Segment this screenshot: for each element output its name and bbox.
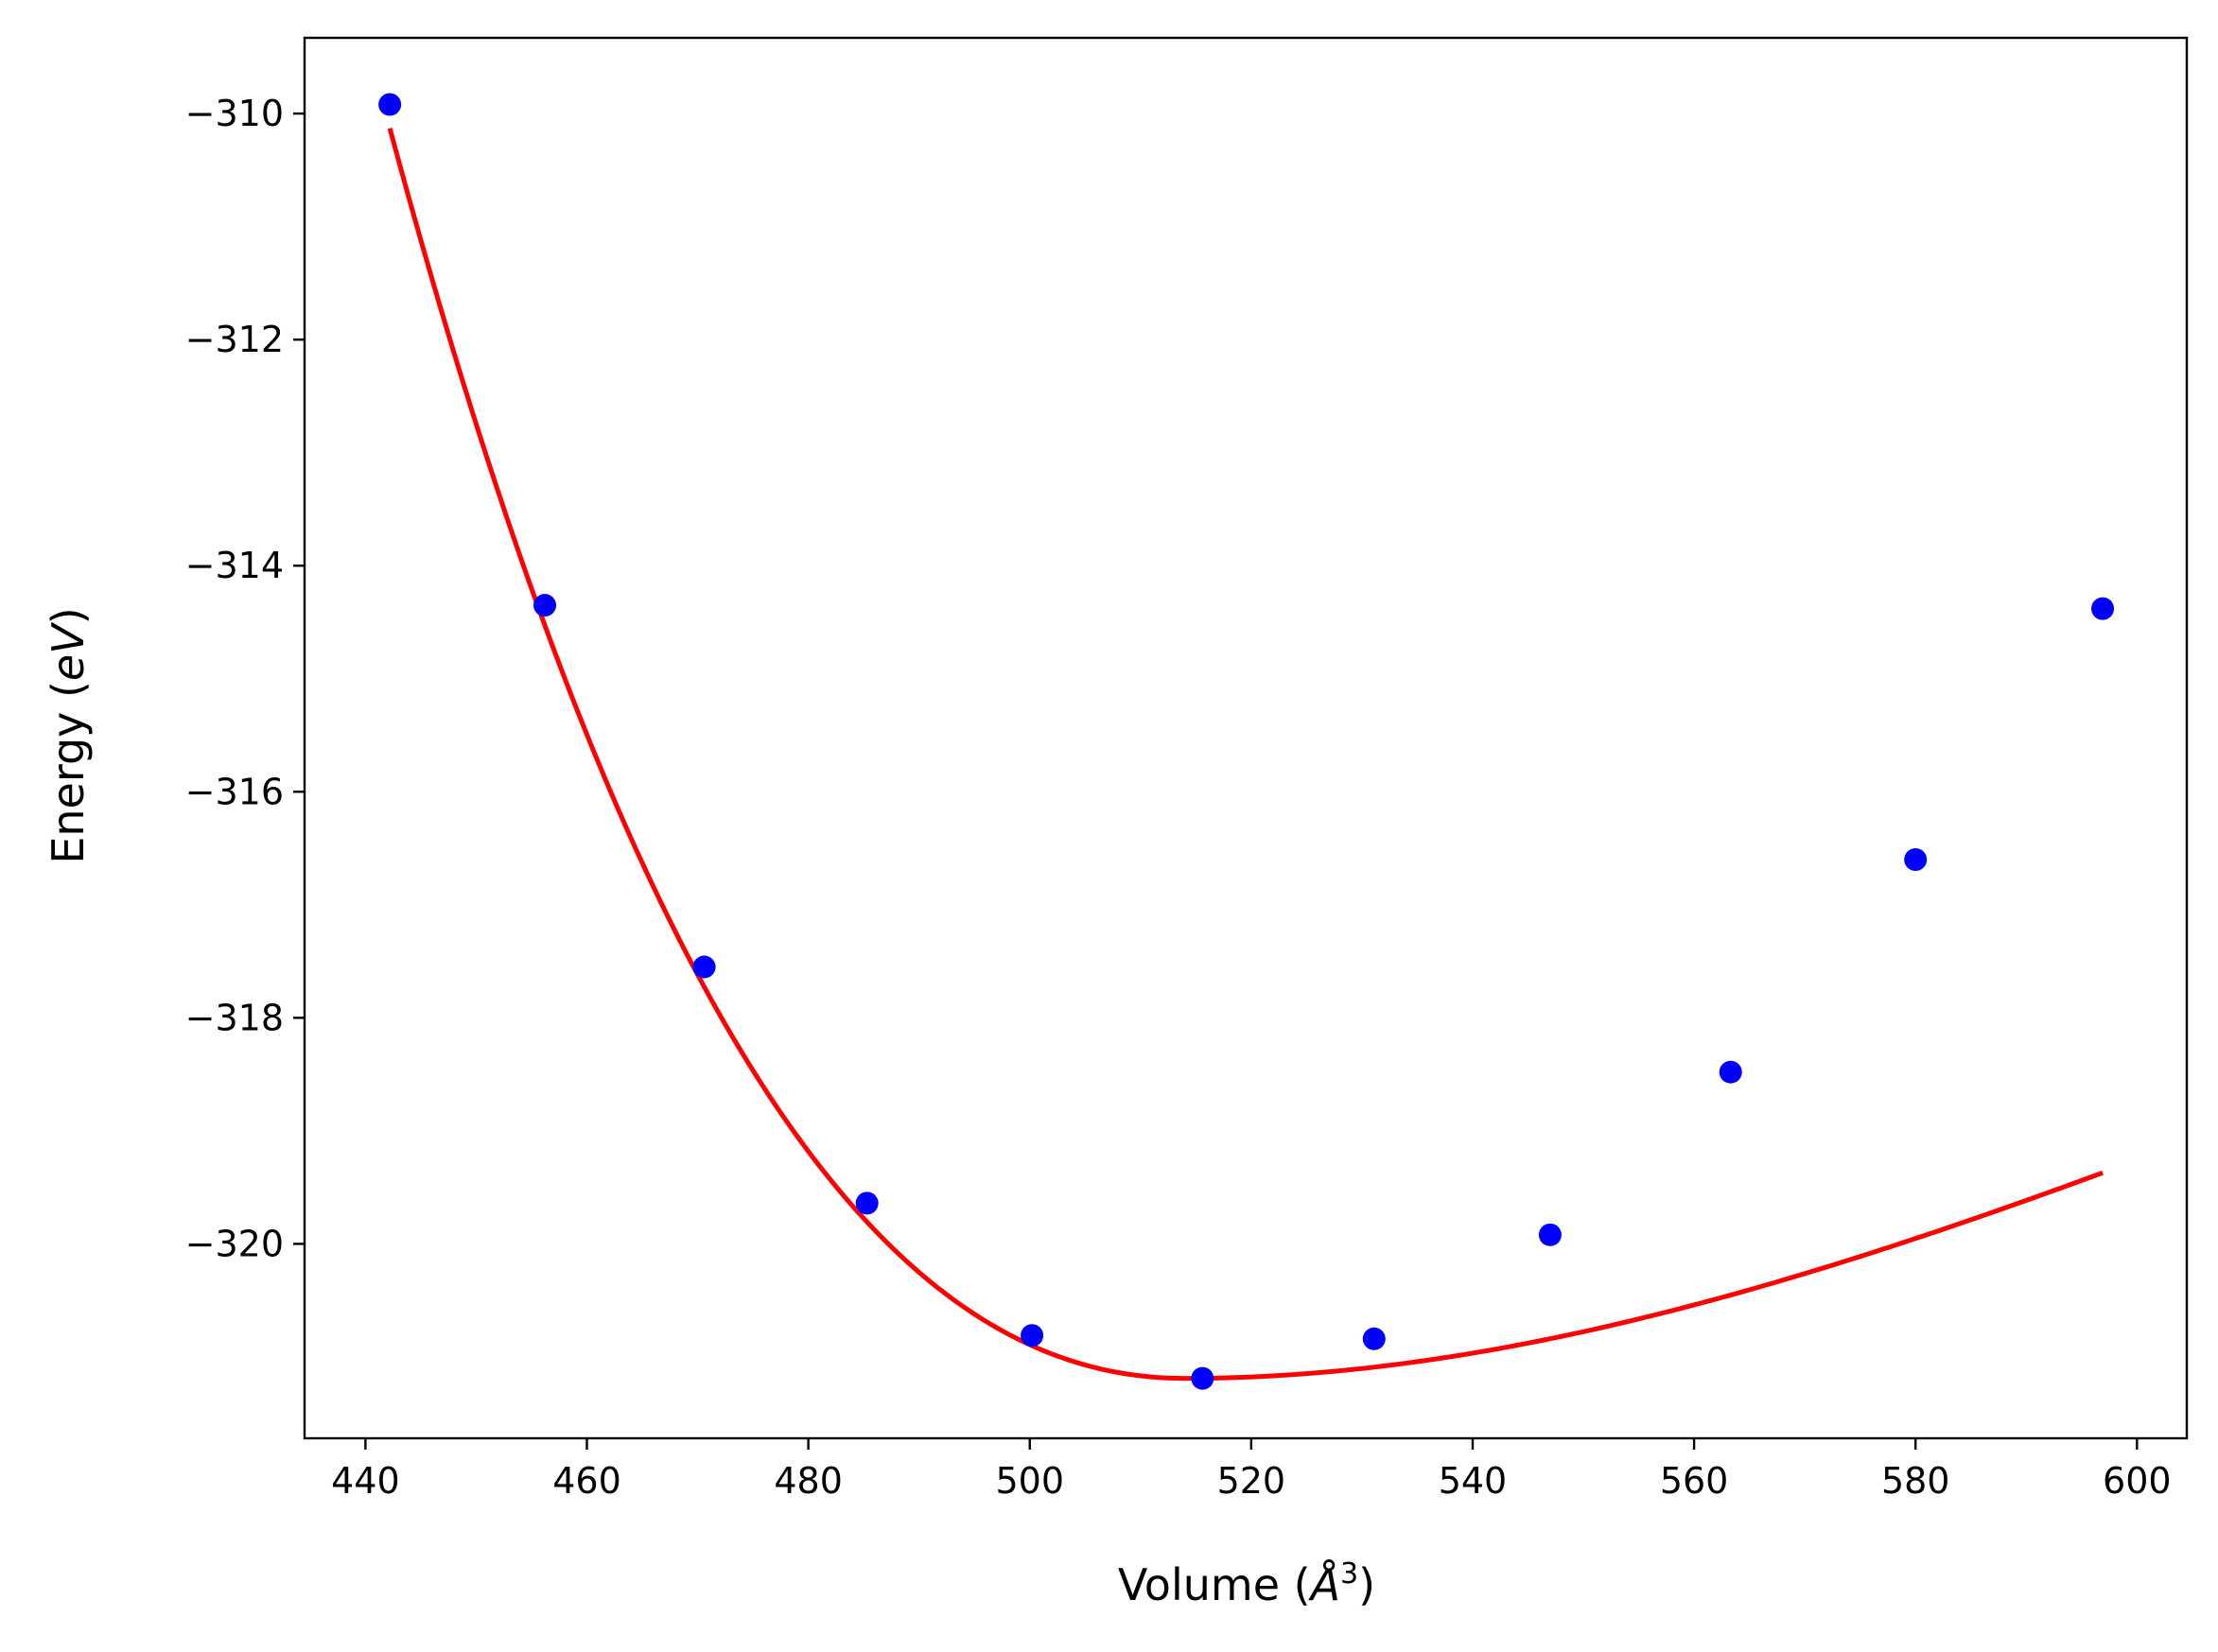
y-tick-label: −316 <box>185 771 284 812</box>
y-axis-label: Energy (eV) <box>43 607 94 863</box>
data-point <box>855 1191 879 1215</box>
fit-curve-layer <box>387 127 2104 1382</box>
x-axis-ticks: 440 460 480 500 520 540 560 580 600 <box>331 1438 2172 1502</box>
y-tick-label: −312 <box>185 319 284 360</box>
data-point <box>1719 1060 1742 1084</box>
x-tick-label: 520 <box>1217 1460 1286 1502</box>
data-point <box>533 594 557 617</box>
x-tick-label: 480 <box>774 1460 843 1502</box>
plot-frame <box>303 36 2189 1440</box>
y-tick-label: −320 <box>185 1223 284 1264</box>
data-point <box>1362 1327 1386 1350</box>
data-points-layer <box>378 93 2115 1390</box>
data-point <box>692 955 716 979</box>
x-axis-label: Volume (Å3) <box>1118 1557 1375 1610</box>
x-tick-label: 600 <box>2103 1460 2172 1502</box>
x-tick-label: 500 <box>995 1460 1064 1502</box>
y-tick-label: −318 <box>185 997 284 1038</box>
data-point <box>1021 1324 1044 1348</box>
x-tick-label: 440 <box>331 1460 400 1502</box>
data-point <box>378 93 402 116</box>
y-tick-label: −310 <box>185 93 284 134</box>
y-axis-ticks: −310 −312 −314 −316 −318 −320 <box>185 93 305 1264</box>
fit-curve-line <box>387 127 2104 1382</box>
x-tick-label: 560 <box>1660 1460 1729 1502</box>
plot-area <box>305 38 2187 1438</box>
data-point <box>2091 597 2115 620</box>
x-tick-label: 460 <box>552 1460 621 1502</box>
data-point <box>1904 847 1928 871</box>
data-point <box>1538 1223 1562 1246</box>
x-tick-label: 580 <box>1881 1460 1950 1502</box>
x-tick-label: 540 <box>1439 1460 1508 1502</box>
y-tick-label: −314 <box>185 545 284 586</box>
data-point <box>1191 1366 1214 1390</box>
